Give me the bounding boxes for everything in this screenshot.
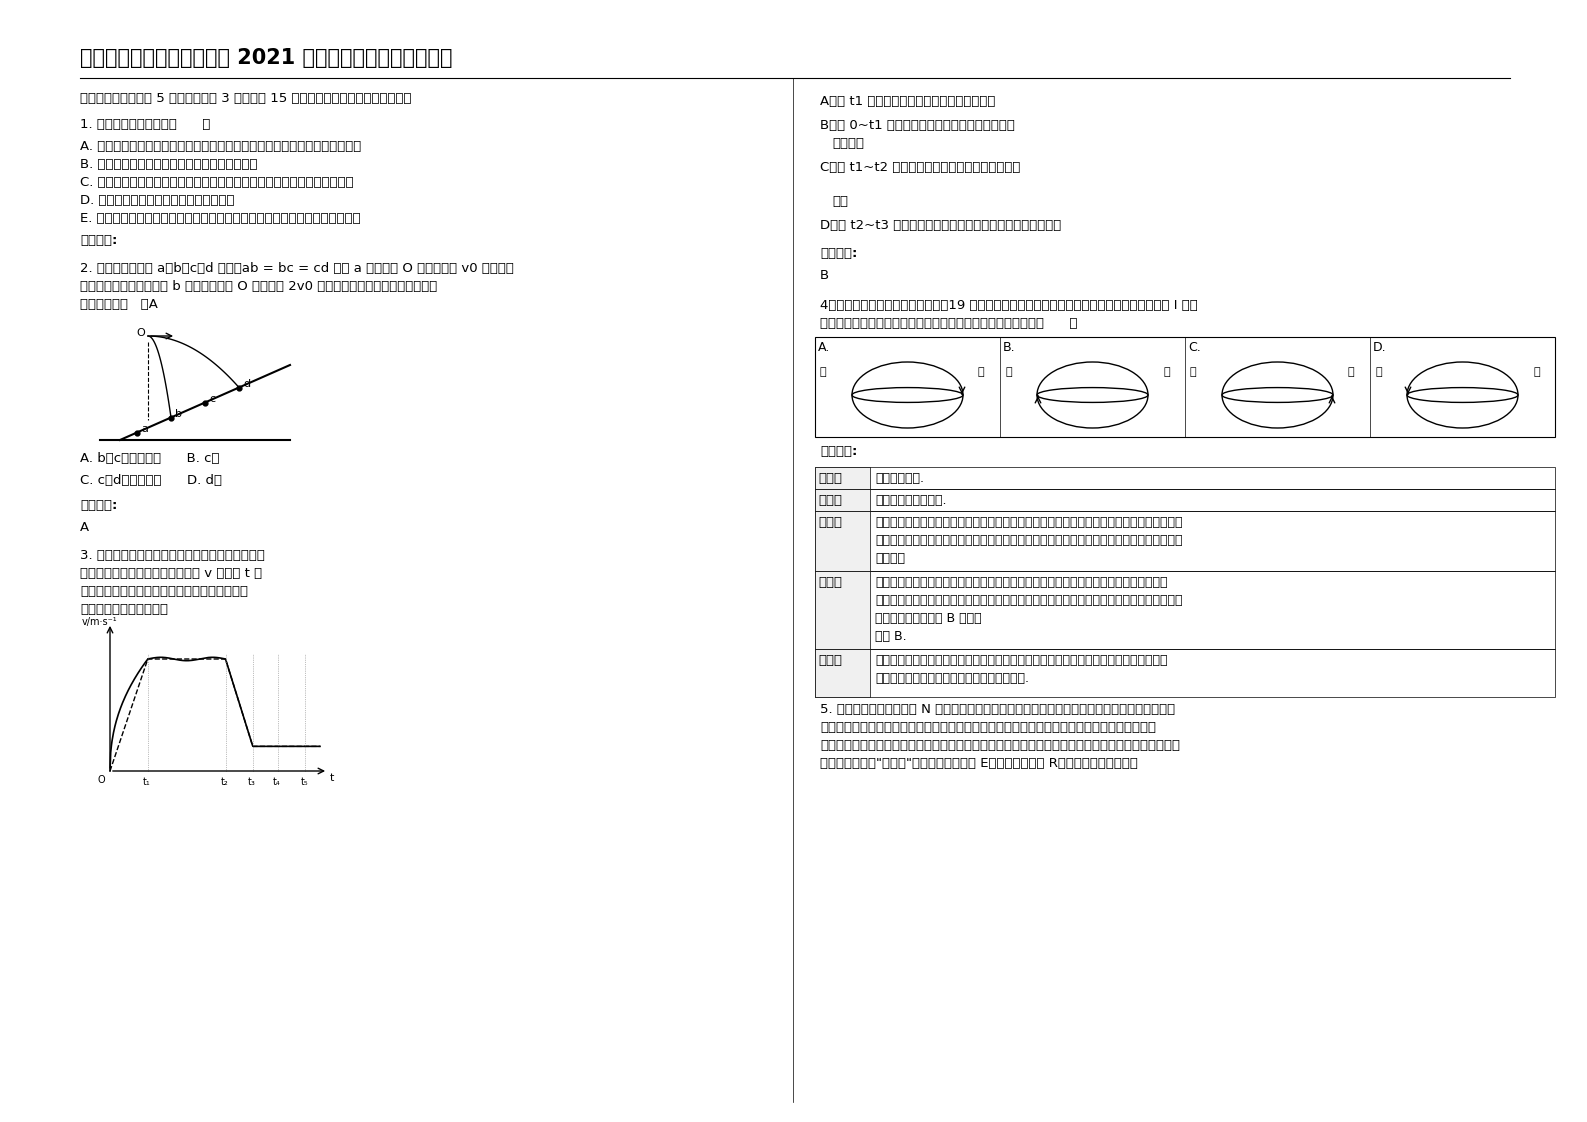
Text: a: a (141, 423, 148, 433)
Text: 化的图象。某同学为了简化计算，用虚线做近似: 化的图象。某同学为了简化计算，用虚线做近似 (79, 585, 248, 598)
Text: A. b与c之间某一点      B. c点: A. b与c之间某一点 B. c点 (79, 452, 219, 465)
Text: 要知道环形电流的方向首先要知道地磁场的分布情况；地磁的南极在地理北极的附近，故右手: 要知道环形电流的方向首先要知道地磁场的分布情况；地磁的南极在地理北极的附近，故右… (874, 516, 1182, 528)
Text: 在，另外要掌握此类题目一定要乐于伸手判定.: 在，另外要掌握此类题目一定要乐于伸手判定. (874, 672, 1028, 686)
Text: 的拇指必须指向南方，然后根据安培定则四指弯曲的方向是电流流动的方向从而判定环形电流: 的拇指必须指向南方，然后根据安培定则四指弯曲的方向是电流流动的方向从而判定环形电… (874, 534, 1182, 548)
Text: 池，让它正极朝下，把带上磁铁的螺丝钉的尖端吸附在电池正极的铁皮上。将导线一端接到电池: 池，让它正极朝下，把带上磁铁的螺丝钉的尖端吸附在电池正极的铁皮上。将导线一端接到… (820, 721, 1155, 734)
Bar (816, 467, 1555, 489)
Text: C. c与d之间某一点      D. d点: C. c与d之间某一点 D. d点 (79, 473, 222, 487)
Text: O: O (136, 328, 144, 338)
Bar (816, 511, 870, 571)
Text: 一、选择题：本题共 5 小题，每小题 3 分，共计 15 分。每小题只有一个选项符合题意: 一、选择题：本题共 5 小题，每小题 3 分，共计 15 分。每小题只有一个选项… (79, 92, 411, 105)
Text: 分析：: 分析： (817, 516, 843, 528)
Text: 一个小球，它落在斜面上 b 点。若小球从 O 点以速度 2v0 水平抛出，不计空气阻力，则它落: 一个小球，它落在斜面上 b 点。若小球从 O 点以速度 2v0 水平抛出，不计空… (79, 280, 438, 293)
Text: 东: 东 (978, 367, 984, 377)
Text: 参考答案:: 参考答案: (79, 499, 117, 512)
Text: 点评：: 点评： (817, 654, 843, 666)
Text: A: A (79, 521, 89, 534)
Text: D．在 t2~t3 时间内，由虚线计算出的平均加速度比实际的大: D．在 t2~t3 时间内，由虚线计算出的平均加速度比实际的大 (820, 219, 1062, 232)
Text: d: d (243, 378, 251, 388)
Bar (816, 489, 870, 511)
Text: 参考答案:: 参考答案: (820, 445, 857, 458)
Text: 考点：: 考点： (817, 472, 843, 485)
Text: 2. 如图，斜面上有 a、b、c、d 四点，ab = bc = cd 。从 a 点正上方 O 点处以速度 v0 水平抛出: 2. 如图，斜面上有 a、b、c、d 四点，ab = bc = cd 。从 a … (79, 263, 514, 275)
Text: b: b (175, 408, 183, 419)
Text: 西: 西 (820, 367, 827, 377)
Text: t₅: t₅ (300, 778, 308, 787)
Text: c: c (209, 394, 216, 404)
Text: D. 具有各向同性的物体可能有明显的熔点: D. 具有各向同性的物体可能有明显的熔点 (79, 194, 235, 206)
Text: 1. 以下说法中正确的是（      ）: 1. 以下说法中正确的是（ ） (79, 118, 211, 131)
Text: A．在 t1 时刻，虚线反映的加速度比实际的大: A．在 t1 时刻，虚线反映的加速度比实际的大 (820, 95, 995, 108)
Text: B.: B. (1003, 341, 1016, 355)
Text: C．在 t1~t2 时间内，由虚线计算出的位移比实际: C．在 t1~t2 时间内，由虚线计算出的位移比实际 (820, 160, 1020, 174)
Text: t: t (330, 773, 335, 783)
Bar (816, 511, 1555, 571)
Text: 的方向。: 的方向。 (874, 552, 905, 565)
Bar (816, 489, 1555, 511)
Text: 西: 西 (1005, 367, 1011, 377)
Text: t₂: t₂ (221, 778, 229, 787)
Text: 电磁感应的力学问题.: 电磁感应的力学问题. (874, 494, 946, 507)
Text: 3. 某人骑自行车在平直公路上行进，图中的实线记: 3. 某人骑自行车在平直公路上行进，图中的实线记 (79, 549, 265, 562)
Text: 东: 东 (1347, 367, 1355, 377)
Text: 分子电流假说.: 分子电流假说. (874, 472, 924, 485)
Text: A. 布朗运动就是液体分子的无规则运动，且能说明固体分子也在做无规则运动: A. 布朗运动就是液体分子的无规则运动，且能说明固体分子也在做无规则运动 (79, 140, 362, 153)
Bar (816, 649, 1555, 697)
Text: 负极，另一端轻触磁铁侧面的铁面，此时磁场、螺丝钉和电源组成了一个回路，螺丝钉就会转动，这就: 负极，另一端轻触磁铁侧面的铁面，此时磁场、螺丝钉和电源组成了一个回路，螺丝钉就会… (820, 739, 1181, 752)
Text: t₃: t₃ (248, 778, 256, 787)
Text: t₄: t₄ (273, 778, 281, 787)
Text: 实际的大: 实际的大 (832, 137, 863, 150)
Text: E. 通常的金属材料在各个方向上的物理性质都相同，所以这些金属都是非晶体: E. 通常的金属材料在各个方向上的物理性质都相同，所以这些金属都是非晶体 (79, 212, 360, 226)
Text: 专题：: 专题： (817, 494, 843, 507)
Bar (816, 571, 870, 649)
Text: 参考答案:: 参考答案: (79, 234, 117, 247)
Text: 5. 如图，把扁平状磁铁的 N 极吸附在螺丝钉的后端，让其位于磁铁中心位置，取一节大容量干电: 5. 如图，把扁平状磁铁的 N 极吸附在螺丝钉的后端，让其位于磁铁中心位置，取一… (820, 703, 1174, 716)
Text: 故选 B.: 故选 B. (874, 629, 906, 643)
Bar (816, 337, 1555, 436)
Bar (816, 467, 870, 489)
Text: O: O (98, 775, 106, 785)
Text: v/m·s⁻¹: v/m·s⁻¹ (83, 617, 117, 627)
Text: 处理，下面说法正确的是: 处理，下面说法正确的是 (79, 603, 168, 616)
Text: 的。在如图四个图中，正确表示安培假设中环形电流方向的是（      ）: 的。在如图四个图中，正确表示安培假设中环形电流方向的是（ ） (820, 318, 1078, 330)
Text: 西: 西 (1190, 367, 1197, 377)
Text: D.: D. (1373, 341, 1387, 355)
Text: 向南方；而根据安培定则：拇指与四指垂直，而四指弯曲的方向就是电流流动的方向，故四指: 向南方；而根据安培定则：拇指与四指垂直，而四指弯曲的方向就是电流流动的方向，故四… (874, 594, 1182, 607)
Text: 东: 东 (1163, 367, 1170, 377)
Text: 参考答案:: 参考答案: (820, 247, 857, 260)
Text: 地磁的南极在地理北极的附近，故在用安培定则判定环形电流的方向时右手的拇指必须指: 地磁的南极在地理北极的附近，故在用安培定则判定环形电流的方向时右手的拇指必须指 (874, 576, 1168, 589)
Bar (816, 649, 870, 697)
Bar (816, 571, 1555, 649)
Text: 4．（单选）为了解释地球的磁性，19 世纪安培假设：地球的磁场是由经过地心的轴的环形电流 I 引起: 4．（单选）为了解释地球的磁性，19 世纪安培假设：地球的磁场是由经过地心的轴的… (820, 298, 1198, 312)
Text: 解答：: 解答： (817, 576, 843, 589)
Text: B: B (820, 269, 828, 282)
Text: t₁: t₁ (143, 778, 151, 787)
Text: 的大: 的大 (832, 195, 847, 208)
Text: 西: 西 (1374, 367, 1382, 377)
Text: 在斜面上的（   ）A: 在斜面上的（ ）A (79, 298, 157, 311)
Text: C.: C. (1189, 341, 1201, 355)
Text: B．在 0~t1 时间内，由虚线计算出的平均速度比: B．在 0~t1 时间内，由虚线计算出的平均速度比 (820, 119, 1014, 132)
Text: B. 夏天荷叶上小水珠呈球状，说明水不浸润荷叶: B. 夏天荷叶上小水珠呈球状，说明水不浸润荷叶 (79, 158, 257, 171)
Text: 成了一个简单的"电动机"。设电源电动势为 E，电路总电阻为 R，则下列判断正确的是: 成了一个简单的"电动机"。设电源电动势为 E，电路总电阻为 R，则下列判断正确的… (820, 757, 1138, 770)
Text: 湖南省益阳市沧水铺镇中学 2021 年高三物理联考试题含解析: 湖南省益阳市沧水铺镇中学 2021 年高三物理联考试题含解析 (79, 48, 452, 68)
Text: 录了自行车开始一段时间内的速度 v 随时间 t 变: 录了自行车开始一段时间内的速度 v 随时间 t 变 (79, 567, 262, 580)
Text: C. 机械能不可能全部转化为内能，内能也无法全部用来做功以转化成机械能: C. 机械能不可能全部转化为内能，内能也无法全部用来做功以转化成机械能 (79, 176, 354, 188)
Text: 主要考查安培定则和地磁场分布，掌握安培定则和地磁场的分布情况是解决此题的关键所: 主要考查安培定则和地磁场分布，掌握安培定则和地磁场的分布情况是解决此题的关键所 (874, 654, 1168, 666)
Text: A.: A. (817, 341, 830, 355)
Text: 东: 东 (1533, 367, 1539, 377)
Text: 的方向应该向西，故 B 正确。: 的方向应该向西，故 B 正确。 (874, 611, 982, 625)
